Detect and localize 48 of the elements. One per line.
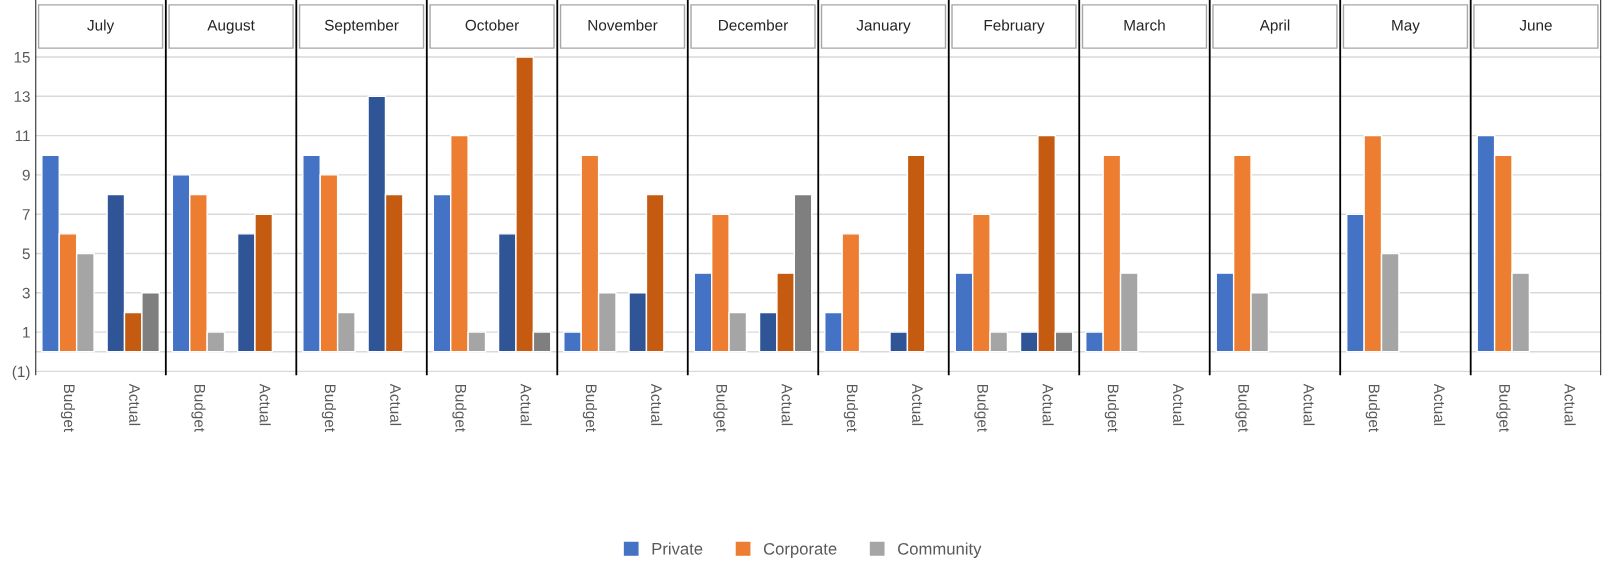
x-tick-label: Actual <box>520 383 532 426</box>
x-tick-label: Actual <box>1042 383 1054 426</box>
x-tick-label: Actual <box>1564 383 1576 426</box>
annotation: January <box>856 19 911 34</box>
x-tick-label: Actual <box>651 383 663 426</box>
annotation: November <box>588 19 658 31</box>
x-tick-label: Budget <box>1496 384 1511 432</box>
x-tick-label: Actual <box>129 383 141 426</box>
x-tick-label: Budget <box>843 384 858 432</box>
x-tick-label: Actual <box>912 383 924 426</box>
y-tick-label: 15 <box>14 52 30 63</box>
annotation: February <box>984 19 1045 34</box>
x-tick-label: Actual <box>1173 383 1185 426</box>
legend-label: Corporate <box>763 542 837 558</box>
annotation: July <box>87 19 115 34</box>
legend-label: Community <box>898 542 982 558</box>
y-tick-label: (1) <box>12 365 30 381</box>
annotation: August <box>207 19 255 34</box>
annotation: September <box>324 19 399 34</box>
y-tick-label: 5 <box>22 248 30 260</box>
y-tick-label: 9 <box>22 169 30 181</box>
x-tick-label: Budget <box>321 384 337 432</box>
annotation: April <box>1259 19 1290 34</box>
x-tick-label: Budget <box>60 384 76 432</box>
x-tick-label: Budget <box>1104 384 1119 432</box>
x-tick-label: Actual <box>781 383 793 426</box>
y-tick-label: 1 <box>23 327 30 338</box>
x-tick-label: Actual <box>1433 383 1446 426</box>
y-tick-label: 3 <box>22 287 30 299</box>
x-tick-label: Budget <box>191 384 206 432</box>
x-tick-label: Actual <box>390 383 402 426</box>
x-tick-label: Budget <box>1235 384 1250 432</box>
y-tick-label: 13 <box>14 91 30 102</box>
annotation: June <box>1519 19 1552 31</box>
x-tick-label: Actual <box>1303 383 1315 426</box>
x-tick-label: Budget <box>713 384 728 432</box>
x-tick-label: Actual <box>259 383 271 426</box>
x-tick-label: Budget <box>1365 384 1380 432</box>
y-tick-label: 7 <box>22 209 30 220</box>
y-tick-label: 11 <box>15 130 30 142</box>
x-tick-label: Budget <box>582 384 598 432</box>
annotation: May <box>1392 19 1420 34</box>
annotation: March <box>1124 19 1165 31</box>
x-tick-label: Budget <box>452 384 467 432</box>
annotation: December <box>719 19 788 31</box>
x-tick-label: Budget <box>974 384 989 432</box>
legend-label: Private <box>652 542 703 555</box>
annotation: October <box>465 19 519 31</box>
